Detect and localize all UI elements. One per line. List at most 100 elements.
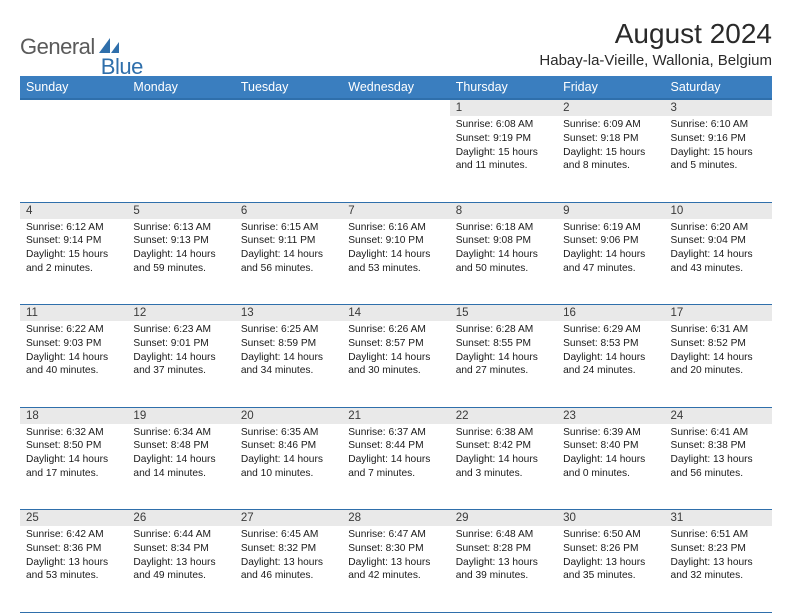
day-data-cell: Sunrise: 6:20 AMSunset: 9:04 PMDaylight:… <box>665 219 772 305</box>
day-data-cell: Sunrise: 6:39 AMSunset: 8:40 PMDaylight:… <box>557 424 664 510</box>
location: Habay-la-Vieille, Wallonia, Belgium <box>539 52 772 69</box>
data-row: Sunrise: 6:32 AMSunset: 8:50 PM Daylight:… <box>20 424 772 510</box>
sunrise-line: Sunrise: 6:47 AM <box>348 528 443 542</box>
daynum-row: 18192021222324 <box>20 407 772 424</box>
daylight-line: Daylight: 14 hours and 7 minutes. <box>348 453 443 481</box>
sunrise-line: Sunrise: 6:48 AM <box>456 528 551 542</box>
sunrise-line: Sunrise: 6:32 AM <box>26 426 121 440</box>
day-data-cell: Sunrise: 6:44 AMSunset: 8:34 PMDaylight:… <box>127 526 234 612</box>
day-data-cell: Sunrise: 6:12 AMSunset: 9:14 PMDaylight:… <box>20 219 127 305</box>
sunset-line: Sunset: 8:32 PM <box>241 542 336 556</box>
day-data-cell <box>127 116 234 202</box>
day-number-cell <box>127 99 234 116</box>
day-data-cell: Sunrise: 6:47 AMSunset: 8:30 PMDaylight:… <box>342 526 449 612</box>
daynum-row: 45678910 <box>20 202 772 219</box>
sunrise-line: Sunrise: 6:12 AM <box>26 221 121 235</box>
day-data-cell: Sunrise: 6:34 AMSunset: 8:48 PMDaylight:… <box>127 424 234 510</box>
day-number-cell: 1 <box>450 99 557 116</box>
day-number-cell: 13 <box>235 305 342 322</box>
daylight-line: Daylight: 14 hours and 14 minutes. <box>133 453 228 481</box>
sunset-line: Sunset: 9:03 PM <box>26 337 121 351</box>
daylight-line: Daylight: 14 hours and 24 minutes. <box>563 351 658 379</box>
day-data-cell <box>235 116 342 202</box>
day-data-cell: Sunrise: 6:50 AMSunset: 8:26 PMDaylight:… <box>557 526 664 612</box>
day-number-cell <box>342 99 449 116</box>
day-data-cell: Sunrise: 6:51 AMSunset: 8:23 PMDaylight:… <box>665 526 772 612</box>
sunrise-line: Sunrise: 6:13 AM <box>133 221 228 235</box>
day-number-cell: 25 <box>20 510 127 527</box>
data-row: Sunrise: 6:12 AMSunset: 9:14 PMDaylight:… <box>20 219 772 305</box>
daylight-line: Daylight: 14 hours and 37 minutes. <box>133 351 228 379</box>
day-data-cell: Sunrise: 6:28 AMSunset: 8:55 PMDaylight:… <box>450 321 557 407</box>
sunrise-line: Sunrise: 6:22 AM <box>26 323 121 337</box>
day-data-cell: Sunrise: 6:18 AMSunset: 9:08 PMDaylight:… <box>450 219 557 305</box>
data-row: Sunrise: 6:42 AMSunset: 8:36 PMDaylight:… <box>20 526 772 612</box>
sunset-line: Sunset: 9:16 PM <box>671 132 766 146</box>
day-data-cell <box>20 116 127 202</box>
logo: General Blue <box>20 18 147 70</box>
calendar-body: 123Sunrise: 6:08 AMSunset: 9:19 PMDaylig… <box>20 99 772 612</box>
col-wednesday: Wednesday <box>342 76 449 99</box>
day-number-cell: 11 <box>20 305 127 322</box>
daylight-line: Daylight: 13 hours and 42 minutes. <box>348 556 443 584</box>
sunset-line: Sunset: 9:08 PM <box>456 234 551 248</box>
sunset-line: Sunset: 8:50 PM <box>26 439 121 453</box>
day-number-cell: 18 <box>20 407 127 424</box>
day-number-cell <box>20 99 127 116</box>
logo-text-general: General <box>20 34 95 60</box>
day-data-cell: Sunrise: 6:13 AMSunset: 9:13 PMDaylight:… <box>127 219 234 305</box>
daylight-line: Daylight: 14 hours and 40 minutes. <box>26 351 121 379</box>
sunset-line: Sunset: 8:59 PM <box>241 337 336 351</box>
col-saturday: Saturday <box>665 76 772 99</box>
sunrise-line: Sunrise: 6:37 AM <box>348 426 443 440</box>
day-data-cell: Sunrise: 6:41 AMSunset: 8:38 PMDaylight:… <box>665 424 772 510</box>
day-number-cell: 12 <box>127 305 234 322</box>
day-number-cell: 31 <box>665 510 772 527</box>
sunset-line: Sunset: 9:06 PM <box>563 234 658 248</box>
daylight-line: Daylight: 15 hours and 2 minutes. <box>26 248 121 276</box>
day-number-cell: 20 <box>235 407 342 424</box>
col-thursday: Thursday <box>450 76 557 99</box>
sunrise-line: Sunrise: 6:45 AM <box>241 528 336 542</box>
sunset-line: Sunset: 9:10 PM <box>348 234 443 248</box>
daylight-line: Daylight: 13 hours and 35 minutes. <box>563 556 658 584</box>
sunset-line: Sunset: 8:28 PM <box>456 542 551 556</box>
daylight-line: Daylight: 14 hours and 10 minutes. <box>241 453 336 481</box>
day-data-cell: Sunrise: 6:09 AMSunset: 9:18 PMDaylight:… <box>557 116 664 202</box>
sunrise-line: Sunrise: 6:15 AM <box>241 221 336 235</box>
daynum-row: 11121314151617 <box>20 305 772 322</box>
daylight-line: Daylight: 14 hours and 3 minutes. <box>456 453 551 481</box>
day-number-cell: 6 <box>235 202 342 219</box>
sunset-line: Sunset: 8:46 PM <box>241 439 336 453</box>
day-data-cell: Sunrise: 6:48 AMSunset: 8:28 PMDaylight:… <box>450 526 557 612</box>
day-number-cell <box>235 99 342 116</box>
title-block: August 2024 Habay-la-Vieille, Wallonia, … <box>539 18 772 69</box>
daylight-line: Daylight: 13 hours and 56 minutes. <box>671 453 766 481</box>
sunset-line: Sunset: 8:36 PM <box>26 542 121 556</box>
sunset-line: Sunset: 8:34 PM <box>133 542 228 556</box>
col-friday: Friday <box>557 76 664 99</box>
day-number-cell: 26 <box>127 510 234 527</box>
day-number-cell: 8 <box>450 202 557 219</box>
header: General Blue August 2024 Habay-la-Vieill… <box>20 18 772 70</box>
sunset-line: Sunset: 9:19 PM <box>456 132 551 146</box>
day-data-cell: Sunrise: 6:31 AMSunset: 8:52 PMDaylight:… <box>665 321 772 407</box>
day-number-cell: 14 <box>342 305 449 322</box>
col-tuesday: Tuesday <box>235 76 342 99</box>
daylight-line: Daylight: 14 hours and 27 minutes. <box>456 351 551 379</box>
day-data-cell: Sunrise: 6:16 AMSunset: 9:10 PMDaylight:… <box>342 219 449 305</box>
day-number-cell: 4 <box>20 202 127 219</box>
sunset-line: Sunset: 9:04 PM <box>671 234 766 248</box>
day-data-cell: Sunrise: 6:45 AMSunset: 8:32 PMDaylight:… <box>235 526 342 612</box>
day-data-cell: Sunrise: 6:38 AMSunset: 8:42 PMDaylight:… <box>450 424 557 510</box>
day-data-cell: Sunrise: 6:26 AMSunset: 8:57 PMDaylight:… <box>342 321 449 407</box>
day-number-cell: 15 <box>450 305 557 322</box>
sunset-line: Sunset: 9:18 PM <box>563 132 658 146</box>
sunset-line: Sunset: 8:23 PM <box>671 542 766 556</box>
day-number-cell: 27 <box>235 510 342 527</box>
day-number-cell: 22 <box>450 407 557 424</box>
sunrise-line: Sunrise: 6:19 AM <box>563 221 658 235</box>
sunset-line: Sunset: 9:13 PM <box>133 234 228 248</box>
sunset-line: Sunset: 9:01 PM <box>133 337 228 351</box>
day-data-cell: Sunrise: 6:42 AMSunset: 8:36 PMDaylight:… <box>20 526 127 612</box>
